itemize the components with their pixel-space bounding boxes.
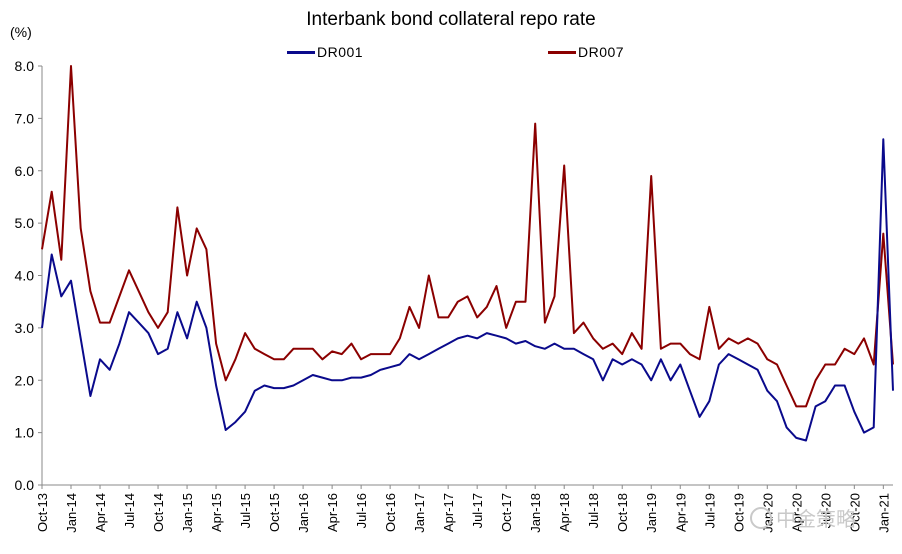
x-tick-label: Oct-20 bbox=[847, 493, 862, 532]
x-tick-label: Jul-17 bbox=[470, 493, 485, 528]
x-tick-label: Jan-18 bbox=[528, 493, 543, 533]
y-tick-label: 4.0 bbox=[15, 268, 35, 284]
x-tick-label: Apr-16 bbox=[325, 493, 340, 532]
x-tick-label: Oct-18 bbox=[615, 493, 630, 532]
x-tick-label: Oct-19 bbox=[731, 493, 746, 532]
y-tick-label: 8.0 bbox=[15, 58, 35, 74]
legend-label-dr001: DR001 bbox=[317, 44, 364, 60]
x-tick-label: Apr-20 bbox=[789, 493, 804, 532]
x-tick-label: Jul-20 bbox=[818, 493, 833, 528]
x-tick-label: Apr-15 bbox=[209, 493, 224, 532]
x-tick-label: Jul-15 bbox=[238, 493, 253, 528]
legend-item-dr001: DR001 bbox=[287, 44, 363, 60]
y-unit-label: (%) bbox=[10, 24, 32, 40]
y-tick-label: 6.0 bbox=[15, 163, 35, 179]
x-tick-label: Jan-21 bbox=[876, 493, 891, 533]
chart-title: Interbank bond collateral repo rate bbox=[306, 9, 596, 30]
x-tick-label: Apr-14 bbox=[93, 493, 108, 532]
legend-item-dr007: DR007 bbox=[548, 44, 624, 60]
x-tick-label: Oct-16 bbox=[383, 493, 398, 532]
x-tick-label: Oct-13 bbox=[35, 493, 50, 532]
x-tick-label: Apr-18 bbox=[557, 493, 572, 532]
x-tick-label: Oct-17 bbox=[499, 493, 514, 532]
x-tick-label: Apr-19 bbox=[673, 493, 688, 532]
series-line-dr007 bbox=[41, 65, 894, 408]
x-tick-label: Jul-16 bbox=[354, 493, 369, 528]
series-layer bbox=[41, 65, 894, 442]
y-tick-label: 7.0 bbox=[15, 110, 35, 126]
series-line-dr001 bbox=[41, 138, 894, 442]
x-tick-label: Jul-19 bbox=[702, 493, 717, 528]
x-tick-label: Jan-14 bbox=[64, 493, 79, 533]
x-tick-label: Jul-14 bbox=[122, 493, 137, 528]
legend-label-dr007: DR007 bbox=[578, 44, 625, 60]
y-tick-label: 5.0 bbox=[15, 215, 35, 231]
x-tick-label: Jan-19 bbox=[644, 493, 659, 533]
y-tick-label: 1.0 bbox=[15, 425, 35, 441]
x-tick-label: Jan-15 bbox=[180, 493, 195, 533]
x-tick-label: Oct-15 bbox=[267, 493, 282, 532]
watermark: 中金策略 bbox=[750, 503, 856, 532]
y-axis: 0.0 1.0 2.0 3.0 4.0 5.0 6.0 7.0 8.0 bbox=[15, 58, 43, 493]
x-tick-label: Oct-14 bbox=[151, 493, 166, 532]
x-tick-label: Apr-17 bbox=[441, 493, 456, 532]
x-tick-label: Jan-16 bbox=[296, 493, 311, 533]
legend-swatch-dr007 bbox=[548, 50, 576, 54]
x-tick-label: Jul-18 bbox=[586, 493, 601, 528]
x-tick-label: Jan-17 bbox=[412, 493, 427, 533]
wechat-logo-icon bbox=[750, 506, 772, 529]
y-tick-label: 3.0 bbox=[15, 320, 35, 336]
watermark-text: 中金策略 bbox=[776, 507, 856, 531]
x-axis: Oct-13 Jan-14 Apr-14 Jul-14 Oct-14 Jan-15 Apr-… bbox=[35, 484, 893, 533]
legend-swatch-dr001 bbox=[287, 50, 315, 54]
y-tick-label: 0.0 bbox=[15, 477, 35, 493]
y-tick-label: 2.0 bbox=[15, 372, 35, 388]
